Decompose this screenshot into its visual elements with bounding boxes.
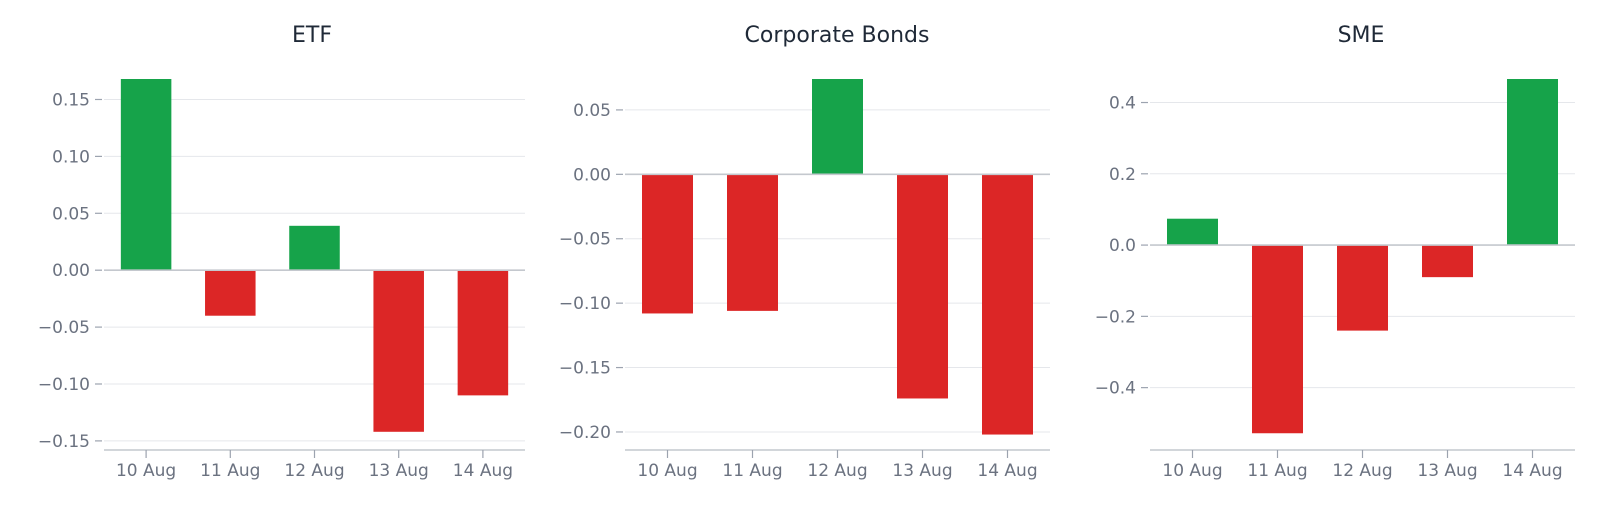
bar: [1252, 245, 1303, 434]
y-tick-label: 0.2: [1109, 165, 1136, 185]
x-tick-label: 12 Aug: [1332, 461, 1392, 481]
x-tick-label: 13 Aug: [369, 461, 429, 481]
panel-title-corporate-bonds: Corporate Bonds: [745, 23, 930, 48]
bar: [1422, 245, 1473, 278]
y-tick-label: −0.05: [38, 318, 90, 338]
panel-sme: SME 0.4 0.2 0.0 −0.2 −0.4 10 Aug 11 Aug 12 Aug 1…: [1095, 23, 1575, 481]
x-tick-label: 14 Aug: [977, 461, 1037, 481]
x-tick-label: 13 Aug: [1417, 461, 1477, 481]
bar: [205, 270, 256, 316]
y-tick-label: 0.05: [52, 204, 90, 224]
panel-title-sme: SME: [1338, 23, 1385, 48]
x-tick-label: 10 Aug: [637, 461, 697, 481]
y-tick-label: −0.20: [559, 423, 611, 443]
y-tick-label: 0.15: [52, 90, 90, 110]
bar: [1167, 218, 1218, 246]
bar: [812, 79, 863, 175]
x-tick-label: 10 Aug: [116, 461, 176, 481]
bar: [982, 174, 1033, 435]
y-tick-label: −0.10: [38, 375, 90, 395]
panel-title-etf: ETF: [292, 23, 332, 48]
bar: [897, 174, 948, 399]
bar: [289, 225, 340, 271]
y-tick-label: 0.05: [573, 101, 611, 121]
x-tick-label: 12 Aug: [807, 461, 867, 481]
panel-corporate-bonds: Corporate Bonds 0.05 0.00 −0.05 −0.10 −0.15 −…: [559, 23, 1050, 481]
x-tick-label: 10 Aug: [1162, 461, 1222, 481]
x-tick-label: 11 Aug: [200, 461, 260, 481]
y-tick-label: −0.4: [1095, 379, 1136, 399]
y-tick-label: −0.05: [559, 230, 611, 250]
bar: [457, 270, 509, 396]
bar: [1337, 245, 1388, 331]
x-tick-label: 11 Aug: [722, 461, 782, 481]
y-tick-label: −0.2: [1095, 307, 1136, 327]
y-tick-label: 0.4: [1109, 94, 1136, 114]
bar: [1507, 79, 1558, 246]
y-tick-label: −0.15: [38, 432, 90, 452]
x-tick-label: 13 Aug: [892, 461, 952, 481]
bar: [727, 174, 778, 311]
y-tick-label: 0.00: [573, 165, 611, 185]
y-tick-label: 0.00: [52, 261, 90, 281]
x-tick-label: 14 Aug: [453, 461, 513, 481]
y-tick-label: −0.15: [559, 359, 611, 379]
bar: [120, 79, 172, 271]
y-tick-label: 0.10: [52, 147, 90, 167]
x-tick-label: 12 Aug: [284, 461, 344, 481]
bar: [373, 270, 424, 432]
y-tick-label: −0.10: [559, 294, 611, 314]
panel-etf: ETF 0.15 0.10 0.05 0.00 −0.05 −0.10 −0.15 10 Au…: [38, 23, 525, 481]
y-tick-label: 0.0: [1109, 236, 1136, 256]
x-tick-label: 11 Aug: [1247, 461, 1307, 481]
x-tick-label: 14 Aug: [1502, 461, 1562, 481]
bar: [642, 174, 693, 314]
